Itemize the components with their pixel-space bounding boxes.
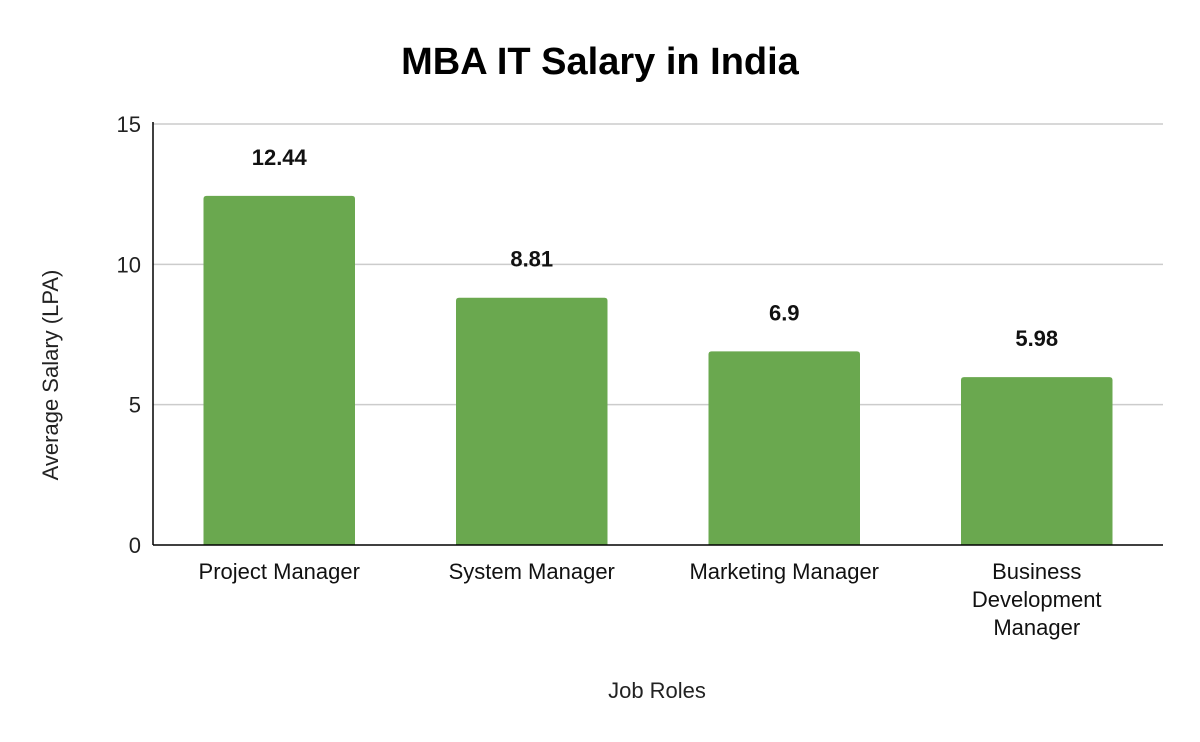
data-labels: 12.44 8.81 6.9 5.98 <box>252 145 1058 351</box>
bar <box>203 195 355 546</box>
y-axis-title: Average Salary (LPA) <box>38 270 63 481</box>
category-label: Project Manager <box>199 559 360 584</box>
category-label: Development <box>972 587 1102 612</box>
bars <box>203 195 1113 546</box>
data-label: 8.81 <box>510 247 553 272</box>
category-label: Manager <box>993 615 1080 640</box>
bar <box>708 351 860 545</box>
y-tick-label: 10 <box>117 252 141 277</box>
axes <box>152 122 1163 546</box>
y-tick-labels: 0 5 10 15 <box>117 112 141 558</box>
bar <box>456 297 608 545</box>
category-label: Marketing Manager <box>689 559 879 584</box>
data-label: 6.9 <box>769 300 800 325</box>
y-tick-label: 0 <box>129 533 141 558</box>
data-label: 12.44 <box>252 145 308 170</box>
category-labels: Project Manager System Manager Marketing M… <box>199 559 1102 640</box>
y-tick-label: 5 <box>129 393 141 418</box>
x-axis-title: Job Roles <box>608 678 706 703</box>
bar <box>961 377 1113 545</box>
category-label: Business <box>992 559 1081 584</box>
chart-title: MBA IT Salary in India <box>401 41 800 83</box>
category-label: System Manager <box>449 559 615 584</box>
data-label: 5.98 <box>1015 326 1058 351</box>
y-tick-label: 15 <box>117 112 141 137</box>
